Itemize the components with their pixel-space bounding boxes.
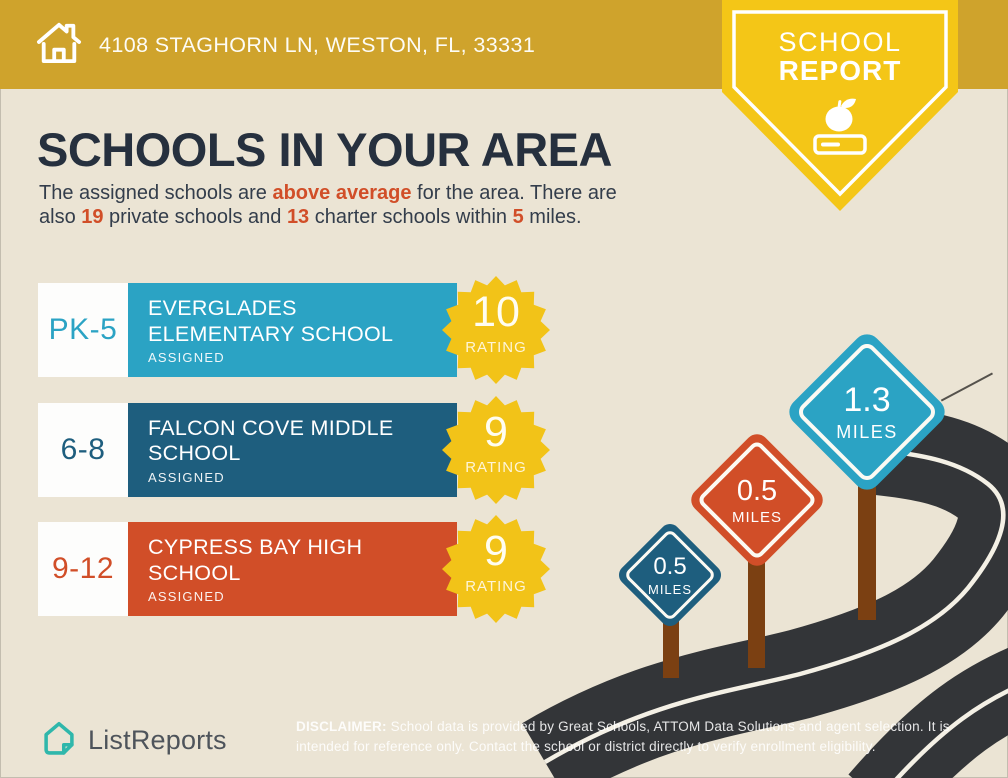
- disclaimer-text: DISCLAIMER: School data is provided by G…: [296, 719, 950, 754]
- assigned-label: ASSIGNED: [148, 589, 225, 604]
- rating-label: RATING: [465, 458, 527, 476]
- school-list: PK-5 EVERGLADES ELEMENTARY SCHOOL ASSIGN…: [38, 276, 558, 623]
- rating-starburst: 9 RATING: [441, 514, 551, 624]
- starburst-icon: [442, 515, 550, 623]
- rating-value: 9: [484, 407, 508, 456]
- disclaimer-label: DISCLAIMER:: [296, 719, 387, 734]
- rating-starburst: 10 RATING: [441, 275, 551, 385]
- school-row-middle: 6-8 FALCON COVE MIDDLE SCHOOL ASSIGNED 9…: [38, 395, 558, 504]
- school-bar: EVERGLADES ELEMENTARY SCHOOL ASSIGNED: [128, 283, 457, 377]
- school-bar: FALCON COVE MIDDLE SCHOOL ASSIGNED: [128, 402, 457, 497]
- distance-unit: MILES: [731, 508, 782, 526]
- rating-value: 10: [472, 288, 520, 336]
- intro-highlight-radius: 5: [512, 205, 524, 228]
- distance-value: 0.5: [736, 474, 778, 507]
- page-title: SCHOOLS IN YOUR AREA: [37, 123, 612, 176]
- intro-text: for the area. There are: [411, 182, 617, 204]
- distance-unit: MILES: [836, 422, 898, 442]
- rating-value: 9: [484, 527, 508, 575]
- apple-book-icon: [808, 94, 872, 167]
- school-name: FALCON COVE MIDDLE SCHOOL: [148, 415, 394, 466]
- intro-paragraph: The assigned schools are above average f…: [39, 182, 739, 229]
- school-row-elementary: PK-5 EVERGLADES ELEMENTARY SCHOOL ASSIGN…: [38, 276, 558, 384]
- intro-highlight-private-count: 19: [81, 205, 104, 228]
- badge-label-school: SCHOOL: [778, 27, 902, 57]
- rating-label: RATING: [465, 578, 527, 595]
- home-icon: [36, 20, 82, 69]
- property-address: 4108 STAGHORN LN, WESTON, FL, 33331: [99, 33, 536, 57]
- listreports-wordmark: ListReports: [88, 725, 227, 755]
- distance-sign-medium: 0.5 MILES: [686, 429, 828, 571]
- school-report-badge: SCHOOL REPORT: [722, 0, 958, 214]
- listreports-logo: ListReports: [40, 719, 227, 762]
- sign-post: [858, 450, 876, 620]
- distance-value: 1.3: [843, 381, 891, 419]
- starburst-icon: [442, 276, 550, 384]
- distance-value: 0.5: [653, 553, 687, 580]
- starburst-icon: [442, 395, 550, 504]
- badge-label-report: REPORT: [778, 55, 902, 86]
- intro-text: charter schools within: [309, 205, 513, 228]
- school-name: CYPRESS BAY HIGH SCHOOL: [148, 535, 363, 585]
- grade-range-badge: PK-5: [38, 283, 128, 377]
- school-bar: CYPRESS BAY HIGH SCHOOL ASSIGNED: [128, 522, 457, 616]
- intro-highlight-charter-count: 13: [286, 205, 310, 228]
- school-row-high: 9-12 CYPRESS BAY HIGH SCHOOL ASSIGNED 9 …: [38, 515, 558, 623]
- intro-text: miles.: [523, 205, 582, 228]
- grade-range-badge: 6-8: [38, 402, 128, 497]
- intro-text: private schools and: [103, 205, 287, 228]
- intro-text: also: [39, 205, 82, 228]
- distance-unit: MILES: [647, 582, 692, 597]
- intro-text: The assigned schools are: [39, 182, 273, 204]
- distance-sign-large: 1.3 MILES: [783, 328, 951, 496]
- assigned-label: ASSIGNED: [148, 469, 225, 485]
- rating-starburst: 9 RATING: [441, 395, 551, 505]
- assigned-label: ASSIGNED: [148, 350, 225, 365]
- rating-label: RATING: [465, 339, 527, 356]
- intro-highlight-above-average: above average: [272, 182, 412, 204]
- school-name: EVERGLADES ELEMENTARY SCHOOL: [148, 296, 394, 346]
- sign-post: [748, 535, 765, 668]
- grade-range-badge: 9-12: [38, 522, 128, 616]
- listreports-house-icon: [40, 719, 78, 762]
